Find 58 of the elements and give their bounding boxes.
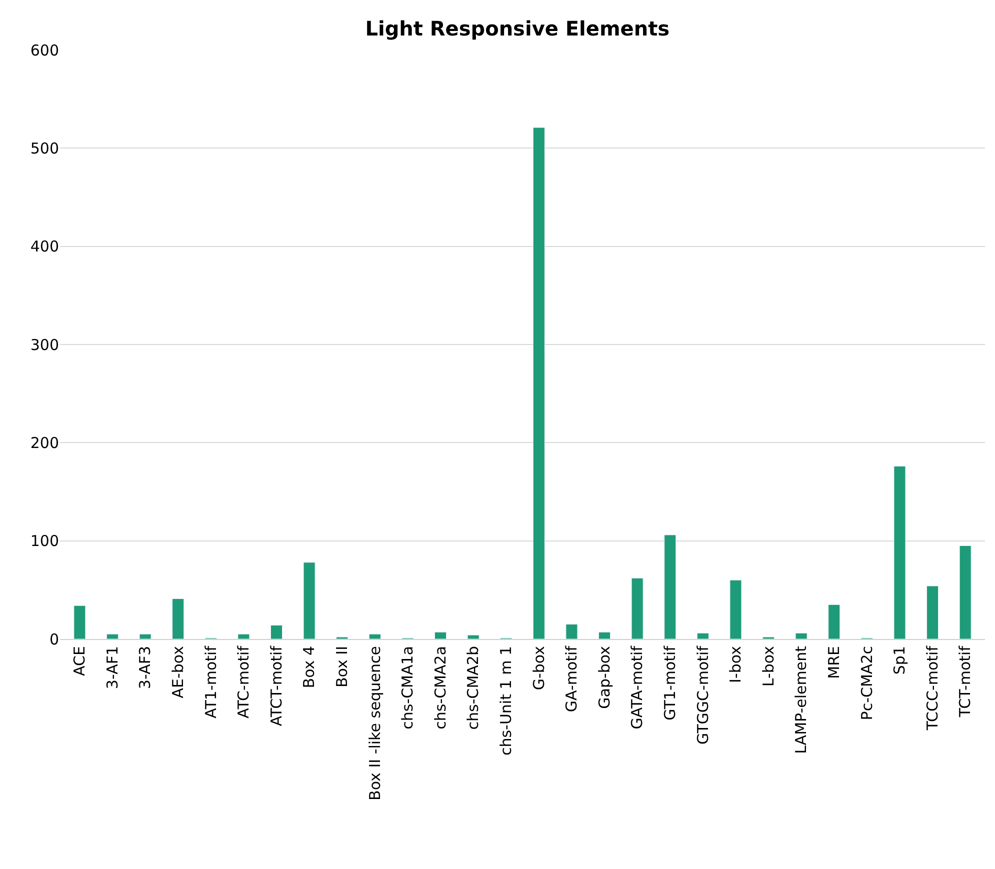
y-tick-label: 500 xyxy=(30,139,59,158)
x-tick-label: I-box xyxy=(726,646,745,683)
x-tick-label: AE-box xyxy=(168,646,187,698)
bar xyxy=(566,624,578,639)
bar xyxy=(74,605,86,639)
bar xyxy=(368,634,381,639)
x-tick-label: 3-AF1 xyxy=(103,646,122,690)
x-tick-label: ACE xyxy=(70,646,89,676)
bar xyxy=(664,534,676,639)
bar xyxy=(172,598,184,639)
x-tick-label: Sp1 xyxy=(890,646,909,675)
bar xyxy=(959,545,972,639)
bar xyxy=(532,127,545,639)
x-tick-label: G-box xyxy=(530,646,548,690)
x-tick-label: chs-CMA2b xyxy=(464,646,482,730)
bar xyxy=(598,632,610,639)
x-tick-label: GA-motif xyxy=(562,645,581,712)
bar xyxy=(696,632,709,639)
x-tick-label: chs-CMA2a xyxy=(431,646,450,730)
y-tick-label: 0 xyxy=(49,630,59,648)
x-tick-label: chs-Unit 1 m 1 xyxy=(496,646,515,756)
y-tick-label: 200 xyxy=(30,434,59,452)
x-tick-label: ATCT-motif xyxy=(267,645,286,726)
bar xyxy=(467,634,480,639)
bar xyxy=(926,586,939,639)
x-tick-label: Box II -like sequence xyxy=(366,646,384,800)
y-tick-label: 400 xyxy=(30,238,59,256)
x-tick-label: ATC-motif xyxy=(234,645,253,718)
bar xyxy=(270,625,282,639)
x-tick-label: Pc-CMA2c xyxy=(858,646,876,720)
x-tick-label: TCT-motif xyxy=(956,645,974,718)
x-tick-label: chs-CMA1a xyxy=(398,646,417,730)
bar xyxy=(894,466,906,639)
x-tick-label: AT1-motif xyxy=(202,645,220,718)
x-tick-label: GATA-motif xyxy=(628,645,646,730)
y-tick-label: 300 xyxy=(30,336,59,354)
bar xyxy=(139,634,152,639)
y-tick-label: 600 xyxy=(30,41,59,60)
y-tick-label: 100 xyxy=(30,532,59,550)
bar xyxy=(631,578,644,639)
bar xyxy=(238,634,250,639)
bar xyxy=(106,634,118,639)
x-tick-label: Box 4 xyxy=(300,646,318,688)
x-tick-label: MRE xyxy=(824,646,843,679)
x-tick-label: TCCC-motif xyxy=(923,645,942,732)
bar xyxy=(303,562,316,639)
x-tick-label: Box II xyxy=(332,646,351,688)
bar xyxy=(730,580,742,639)
x-tick-label: LAMP-element xyxy=(792,646,810,754)
chart-title: Light Responsive Elements xyxy=(365,16,670,41)
x-tick-label: GT1-motif xyxy=(660,645,679,720)
bar xyxy=(828,604,840,639)
bar xyxy=(434,632,446,639)
x-tick-label: GTGGC-motif xyxy=(694,645,712,745)
x-tick-label: 3-AF3 xyxy=(136,646,154,690)
bar xyxy=(795,632,808,639)
x-tick-label: L-box xyxy=(759,646,778,687)
x-tick-label: Gap-box xyxy=(595,646,614,709)
